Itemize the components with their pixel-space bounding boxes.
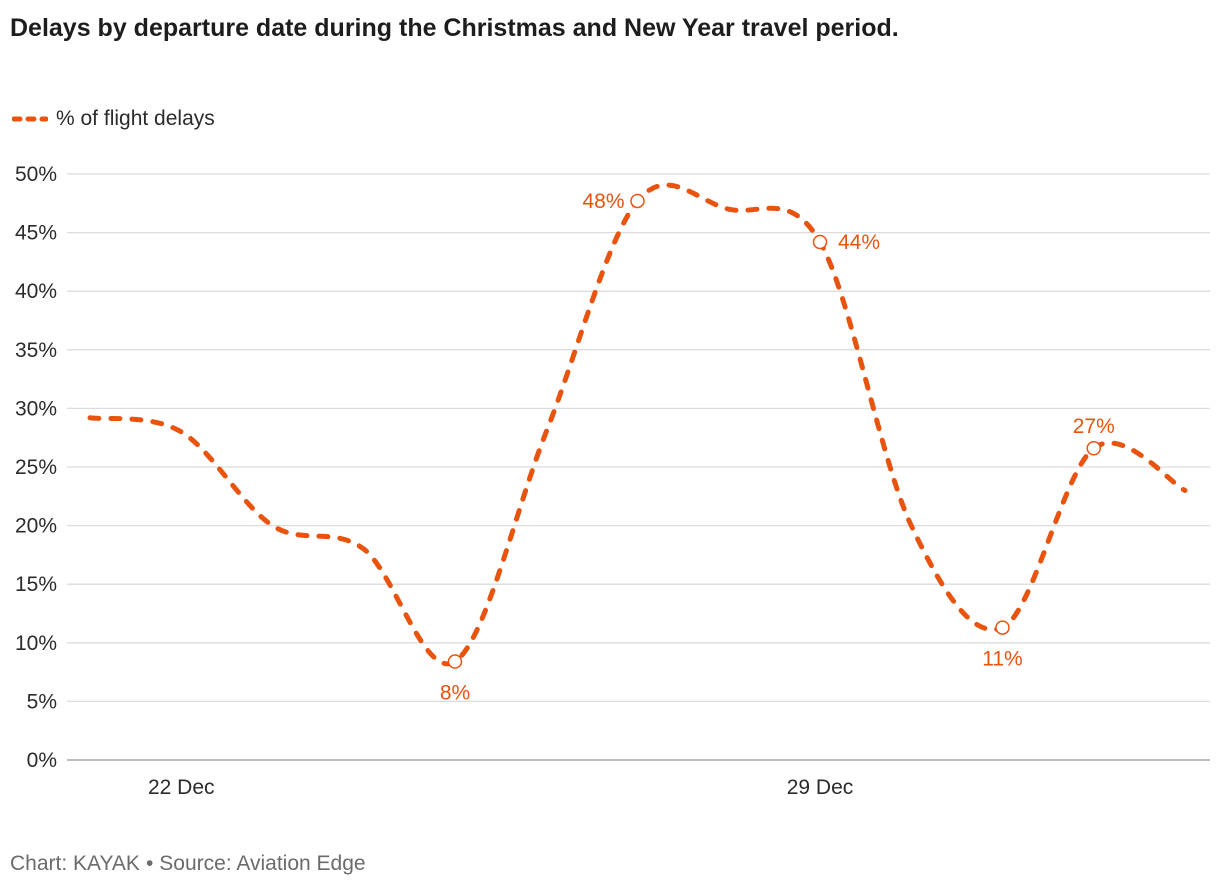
y-axis-ticks: 0% 5% 10% 15% 20% 25% 30% 35% 40% 45% 50% [15,163,57,772]
data-labels: 8% 48% 44% 11% 27% [440,190,1115,705]
legend-swatch [12,116,48,122]
footer-separator: • [145,852,154,875]
y-tick-label: 30% [15,397,57,420]
data-point-marker [812,234,828,250]
data-label: 8% [440,682,470,705]
data-label: 11% [982,648,1022,671]
y-tick-label: 50% [15,163,57,186]
y-tick-label: 40% [15,280,57,303]
y-tick-label: 10% [15,632,57,655]
y-tick-label: 35% [15,339,57,362]
y-tick-label: 5% [27,690,57,713]
data-point-marker [1086,440,1101,456]
chart-title: Delays by departure date during the Chri… [10,14,899,42]
data-point-marker [630,193,645,209]
chart-source: Source: Aviation Edge [159,852,366,875]
chart-footer: Chart: KAYAK • Source: Aviation Edge [10,852,366,876]
y-tick-label: 20% [15,515,57,538]
chart-credit: Chart: KAYAK [10,852,140,875]
x-tick-label: 29 Dec [787,776,854,799]
grid-lines [67,173,1210,761]
series-line-0 [87,182,1188,667]
series-layer [87,182,1188,669]
legend: % of flight delays [12,104,215,134]
data-label: 27% [1073,415,1115,438]
x-axis-ticks: 22 Dec 29 Dec [148,776,853,799]
x-tick-label: 22 Dec [148,776,215,799]
y-tick-label: 0% [27,749,57,772]
y-tick-label: 15% [15,573,57,596]
data-point-marker [447,654,463,669]
legend-label: % of flight delays [56,107,215,130]
y-tick-label: 25% [15,456,57,479]
y-tick-label: 45% [15,222,57,245]
data-label: 48% [582,190,624,213]
data-label: 44% [838,231,880,254]
data-point-marker [995,620,1010,635]
